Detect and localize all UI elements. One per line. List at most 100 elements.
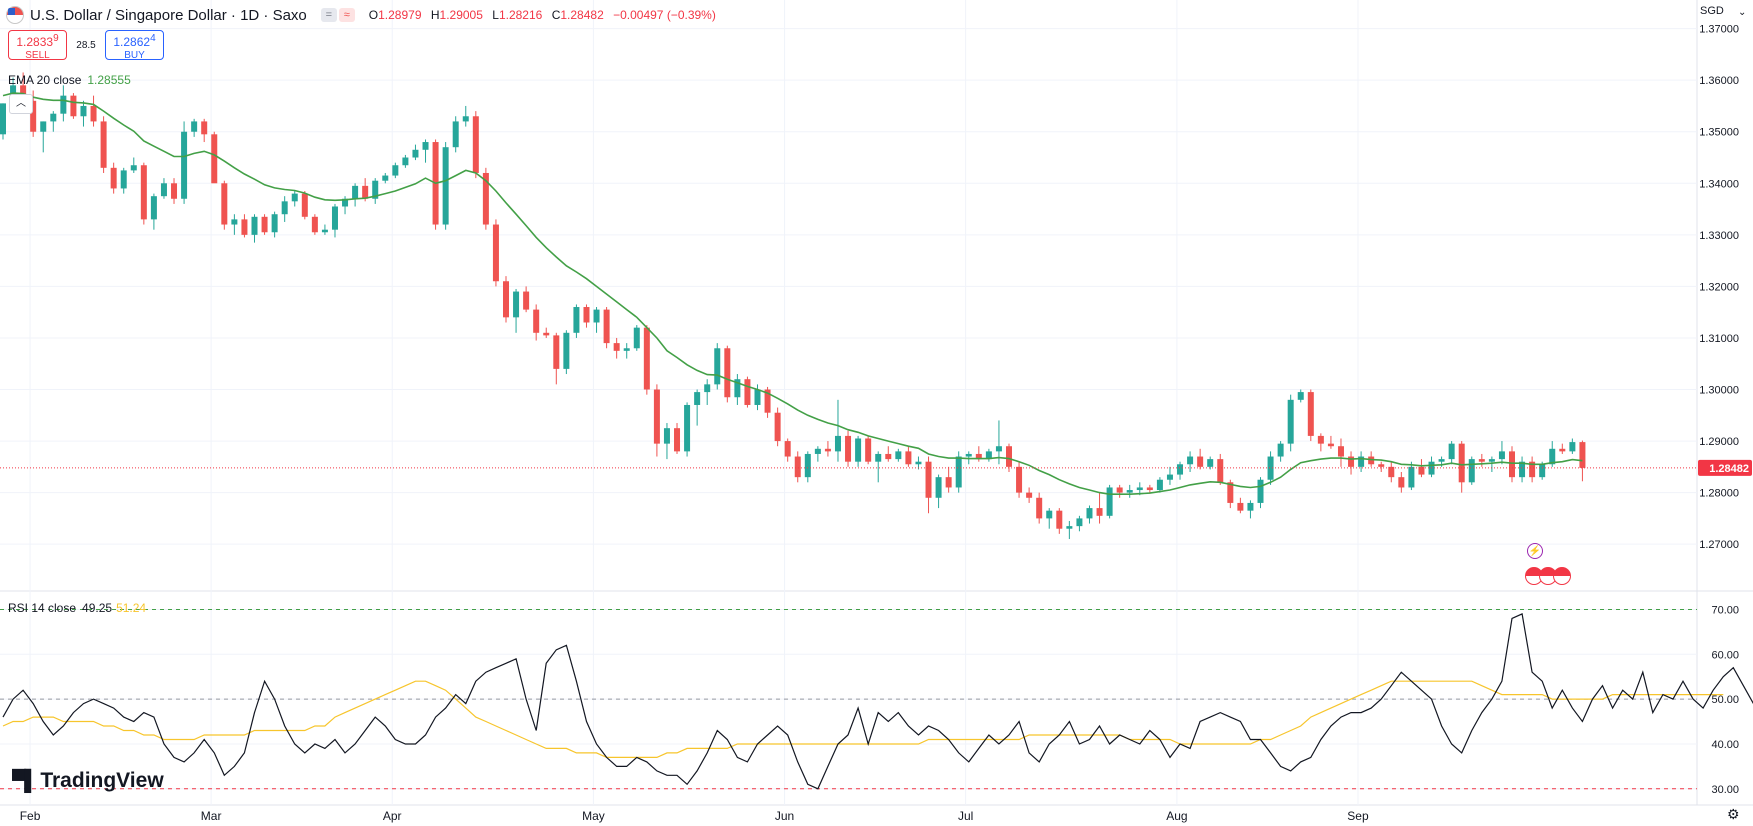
candle-body <box>321 229 328 233</box>
candle <box>462 105 469 127</box>
candle <box>613 337 620 359</box>
candle <box>80 100 87 127</box>
candle-body <box>50 113 57 122</box>
symbol-title[interactable]: U.S. Dollar / Singapore Dollar · 1D · Sa… <box>30 6 307 24</box>
buy-button[interactable]: 1.28624 BUY <box>105 30 164 61</box>
candle-body <box>553 335 560 369</box>
candle <box>915 456 922 470</box>
price-tick-label: 1.29000 <box>1699 436 1739 448</box>
time-tick-label: Sep <box>1347 809 1369 823</box>
candle <box>744 376 751 408</box>
rsi-tick-label: 50.00 <box>1711 694 1739 706</box>
candle-body <box>714 348 721 385</box>
candle <box>1046 508 1053 529</box>
candle-body <box>1408 466 1415 488</box>
candle-body <box>452 121 459 148</box>
candle-body <box>623 348 630 351</box>
candle-body <box>1569 442 1576 452</box>
time-tick-label: Jul <box>958 809 973 823</box>
candle <box>1237 497 1244 514</box>
candle <box>834 399 841 462</box>
rsi-line <box>2 613 1753 790</box>
candle-body <box>855 438 862 462</box>
candle <box>1317 433 1324 452</box>
candle-body <box>905 451 912 465</box>
candle-body <box>30 100 37 132</box>
spread-value: 28.5 <box>76 39 96 51</box>
symbol-chips: = ≈ <box>320 8 355 22</box>
candle-body <box>653 389 660 444</box>
sell-button[interactable]: 1.28339 SELL <box>8 30 67 61</box>
candle <box>1428 456 1435 478</box>
candle <box>452 116 459 153</box>
chevron-down-icon[interactable]: ⌄ <box>1738 7 1747 18</box>
candle-body <box>1126 490 1133 493</box>
candle-body <box>442 147 449 225</box>
time-tick-label: Jun <box>775 809 794 823</box>
candle <box>60 85 67 122</box>
tradingview-logo[interactable]: ▀▌ TradingView <box>12 769 164 793</box>
rsi-legend[interactable]: RSI 14 close 49.25 51.24 <box>8 601 146 615</box>
candle <box>301 191 308 220</box>
candle-body <box>462 116 469 122</box>
candle <box>1247 500 1254 519</box>
candle-body <box>1529 461 1536 478</box>
ohlc-readout: O1.28979 H1.29005 L1.28216 C1.28482 −0.0… <box>368 8 716 22</box>
candle <box>503 276 509 323</box>
gear-icon[interactable]: ⚙ <box>1727 806 1740 822</box>
lightning-event-icon[interactable]: ⚡ <box>1527 543 1543 559</box>
candle <box>543 327 550 338</box>
candle <box>1096 492 1103 524</box>
ema-label: EMA 20 close <box>8 73 82 87</box>
candle <box>1156 477 1163 493</box>
candle-body <box>613 343 620 351</box>
price-tick-label: 1.28000 <box>1699 488 1739 500</box>
candle <box>70 93 77 119</box>
candle <box>1478 453 1485 467</box>
candle-body <box>1106 487 1113 516</box>
equal-icon[interactable]: = <box>320 8 337 22</box>
candle <box>291 191 298 207</box>
currency-selector[interactable]: SGD <box>1700 5 1724 17</box>
us-flag-event-icon[interactable] <box>1553 567 1571 585</box>
candle-body <box>784 441 791 457</box>
candle-body <box>694 392 701 405</box>
candle <box>1036 492 1043 524</box>
candle-body <box>1096 508 1103 516</box>
price-tick-label: 1.32000 <box>1699 281 1739 293</box>
candle <box>271 211 278 238</box>
candle-body <box>90 105 97 122</box>
candle-body <box>1066 526 1073 529</box>
candle <box>1519 456 1526 483</box>
candle-body <box>794 456 801 478</box>
candle <box>1529 456 1536 483</box>
last-price-badge <box>1698 459 1752 476</box>
candle-body <box>281 201 288 215</box>
candle <box>0 103 6 140</box>
candle <box>694 389 701 426</box>
candle <box>1086 505 1093 524</box>
candle <box>130 157 137 173</box>
candle-body <box>1579 442 1586 468</box>
candle <box>945 466 952 493</box>
tv-logo-icon: ▀▌ <box>12 769 38 792</box>
candle <box>281 196 288 222</box>
candle-body <box>1197 456 1204 467</box>
price-tick-label: 1.36000 <box>1699 75 1739 87</box>
candle <box>714 343 721 390</box>
candle <box>794 451 801 483</box>
candle <box>764 386 771 418</box>
collapse-legend-button[interactable]: ︿ <box>9 94 33 114</box>
ema-legend[interactable]: EMA 20 close 1.28555 <box>8 73 131 87</box>
candle-body <box>774 412 781 442</box>
candlestick-series <box>0 72 1586 540</box>
candle-body <box>563 332 570 369</box>
candle <box>1488 456 1495 472</box>
candle-body <box>1368 456 1375 465</box>
approx-icon[interactable]: ≈ <box>338 8 355 22</box>
candle-body <box>482 172 489 225</box>
candle-body <box>1187 456 1194 465</box>
candle-body <box>342 198 349 207</box>
candle <box>573 304 580 338</box>
